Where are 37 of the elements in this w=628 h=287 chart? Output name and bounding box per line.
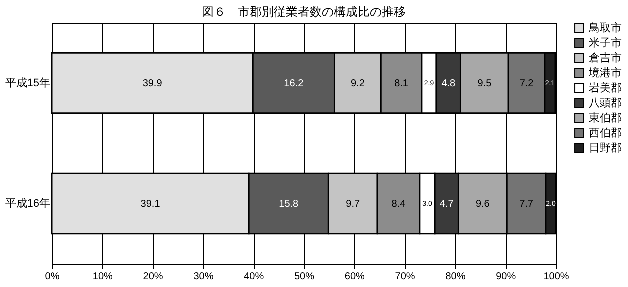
x-tick-label: 80% (446, 272, 466, 282)
x-tick-label: 40% (244, 272, 264, 282)
x-tick-label: 20% (143, 272, 164, 282)
x-tick-label: 10% (92, 272, 114, 282)
text: 4.8 (442, 78, 456, 90)
legend-label: 倉吉市 (589, 52, 622, 64)
x-tick-label: 60% (344, 272, 366, 282)
legend-label: 八頭郡 (589, 98, 622, 110)
text: 9.5 (478, 78, 492, 90)
x-tick-label: 90% (496, 272, 516, 282)
legend-label: 西伯郡 (589, 128, 622, 140)
text: 8.4 (392, 198, 406, 210)
text: 16.2 (284, 78, 304, 90)
chart-title: 図６ 市郡別従業者数の構成比の推移 (202, 5, 406, 19)
text: 39.9 (142, 78, 162, 90)
x-tick-label: 70% (395, 272, 416, 282)
y-tick-label: 平成15年 (5, 76, 50, 90)
text: 9.7 (346, 198, 360, 210)
legend-label: 岩美郡 (589, 82, 622, 94)
x-tick-label: 100% (544, 272, 570, 282)
text: 4.7 (440, 198, 454, 210)
legend-label: 米子市 (589, 36, 622, 50)
legend-label: 鳥取市 (588, 22, 622, 34)
text: 9.2 (350, 78, 365, 90)
x-tick-label: 50% (294, 272, 315, 282)
legend-label: 東伯郡 (589, 112, 622, 124)
x-tick-label: 30% (194, 272, 214, 282)
text: 7.7 (520, 198, 534, 210)
x-tick-label: 0% (45, 272, 60, 282)
text: 7.2 (520, 78, 534, 90)
text: 8.1 (394, 78, 408, 90)
y-tick-label: 平成16年 (5, 196, 50, 210)
text: 15.8 (279, 198, 299, 210)
legend-label: 境港市 (588, 66, 622, 80)
legend-label: 日野郡 (589, 142, 622, 154)
text: 9.6 (476, 198, 490, 210)
text: 39.1 (140, 198, 160, 210)
